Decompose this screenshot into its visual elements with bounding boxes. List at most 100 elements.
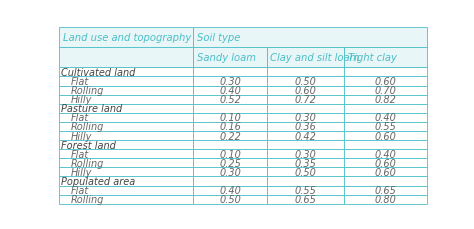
Bar (267, 77, 344, 86)
Text: 0.50: 0.50 (294, 77, 316, 87)
Bar (344, 48, 427, 68)
Bar (59, 195, 193, 204)
Bar (344, 158, 427, 168)
Text: 0.82: 0.82 (374, 95, 396, 105)
Bar (193, 104, 267, 113)
Bar (59, 95, 193, 104)
Text: 0.10: 0.10 (219, 149, 241, 159)
Text: Land use and topography: Land use and topography (63, 33, 191, 43)
Text: Hilly: Hilly (70, 131, 91, 141)
Text: 0.60: 0.60 (374, 158, 396, 168)
Text: 0.30: 0.30 (294, 113, 316, 123)
Text: Forest land: Forest land (62, 140, 116, 150)
Bar (267, 48, 344, 68)
Text: Clay and silt loam: Clay and silt loam (271, 53, 360, 63)
Text: Pasture land: Pasture land (62, 104, 123, 114)
Text: 0.40: 0.40 (374, 149, 396, 159)
Text: 0.40: 0.40 (219, 86, 241, 96)
Bar (193, 86, 267, 95)
Text: Flat: Flat (70, 185, 89, 195)
Bar (267, 195, 344, 204)
Text: 0.42: 0.42 (294, 131, 316, 141)
Text: 0.65: 0.65 (294, 194, 316, 204)
Bar (59, 77, 193, 86)
Bar (344, 131, 427, 140)
Bar (193, 48, 267, 68)
Bar (193, 168, 267, 177)
Text: 0.36: 0.36 (294, 122, 316, 132)
Bar (344, 77, 427, 86)
Text: 0.16: 0.16 (219, 122, 241, 132)
Bar (193, 150, 267, 158)
Text: 0.52: 0.52 (219, 95, 241, 105)
Bar (267, 68, 344, 77)
Text: 0.65: 0.65 (374, 185, 396, 195)
Text: 0.30: 0.30 (294, 149, 316, 159)
Bar (267, 86, 344, 95)
Text: 0.60: 0.60 (374, 167, 396, 177)
Text: Rolling: Rolling (70, 158, 104, 168)
Bar (59, 150, 193, 158)
Bar (193, 27, 427, 48)
Bar (267, 168, 344, 177)
Bar (59, 131, 193, 140)
Text: 0.30: 0.30 (219, 167, 241, 177)
Bar (267, 177, 344, 186)
Text: Flat: Flat (70, 113, 89, 123)
Bar (59, 186, 193, 195)
Bar (193, 122, 267, 131)
Bar (344, 68, 427, 77)
Text: 0.22: 0.22 (219, 131, 241, 141)
Bar (193, 195, 267, 204)
Bar (59, 68, 193, 77)
Bar (59, 122, 193, 131)
Text: 0.35: 0.35 (294, 158, 316, 168)
Bar (59, 168, 193, 177)
Bar (193, 177, 267, 186)
Bar (344, 168, 427, 177)
Bar (267, 95, 344, 104)
Text: Hilly: Hilly (70, 95, 91, 105)
Text: Rolling: Rolling (70, 194, 104, 204)
Bar (193, 95, 267, 104)
Text: Sandy loam: Sandy loam (197, 53, 256, 63)
Bar (59, 113, 193, 122)
Text: 0.40: 0.40 (219, 185, 241, 195)
Bar (59, 140, 193, 150)
Text: Cultivated land: Cultivated land (62, 68, 136, 78)
Bar (344, 86, 427, 95)
Bar (59, 48, 193, 68)
Text: 0.80: 0.80 (374, 194, 396, 204)
Bar (59, 86, 193, 95)
Text: 0.55: 0.55 (374, 122, 396, 132)
Bar (267, 104, 344, 113)
Bar (193, 140, 267, 150)
Text: Rolling: Rolling (70, 86, 104, 96)
Text: 0.72: 0.72 (294, 95, 316, 105)
Bar (193, 113, 267, 122)
Text: 0.10: 0.10 (219, 113, 241, 123)
Text: 0.50: 0.50 (294, 167, 316, 177)
Text: 0.60: 0.60 (374, 131, 396, 141)
Bar (344, 104, 427, 113)
Bar (344, 186, 427, 195)
Bar (59, 158, 193, 168)
Text: 0.30: 0.30 (219, 77, 241, 87)
Bar (267, 186, 344, 195)
Text: Soil type: Soil type (197, 33, 240, 43)
Text: 0.60: 0.60 (374, 77, 396, 87)
Bar (267, 131, 344, 140)
Text: 0.40: 0.40 (374, 113, 396, 123)
Bar (344, 122, 427, 131)
Bar (267, 158, 344, 168)
Bar (193, 158, 267, 168)
Bar (193, 131, 267, 140)
Bar (267, 122, 344, 131)
Text: Hilly: Hilly (70, 167, 91, 177)
Text: Flat: Flat (70, 77, 89, 87)
Bar (59, 104, 193, 113)
Bar (59, 27, 193, 48)
Bar (344, 140, 427, 150)
Text: 0.55: 0.55 (294, 185, 316, 195)
Text: Tight clay: Tight clay (347, 53, 396, 63)
